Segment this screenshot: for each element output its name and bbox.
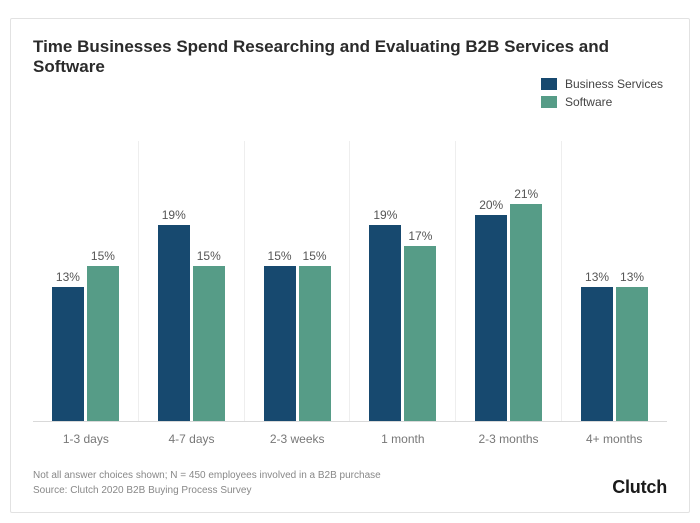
bar: 19%: [369, 208, 401, 421]
bar-rect: [87, 266, 119, 421]
footnote: Not all answer choices shown; N = 450 em…: [33, 468, 381, 498]
legend-item: Business Services: [541, 77, 663, 91]
legend-label: Software: [565, 95, 612, 109]
x-axis-label: 2-3 weeks: [244, 432, 350, 446]
bar-group: 15% 15%: [244, 141, 350, 421]
bar-value-label: 19%: [162, 208, 186, 222]
bar-rect: [581, 287, 613, 421]
bar-rect: [52, 287, 84, 421]
bar: 15%: [299, 249, 331, 421]
bars-row: 13% 15% 19% 15% 15% 15% 19% 17% 20% 21% 13% 13%: [33, 141, 667, 422]
bar-group: 13% 15%: [33, 141, 138, 421]
bar-value-label: 15%: [303, 249, 327, 263]
bar-value-label: 17%: [408, 229, 432, 243]
bar-rect: [616, 287, 648, 421]
bar-group: 20% 21%: [455, 141, 561, 421]
legend-label: Business Services: [565, 77, 663, 91]
legend-swatch: [541, 96, 557, 108]
bar-rect: [193, 266, 225, 421]
chart-area: 13% 15% 19% 15% 15% 15% 19% 17% 20% 21% 13% 13% 1-3…: [33, 141, 667, 446]
bar-group: 19% 15%: [138, 141, 244, 421]
chart-frame: Time Businesses Spend Researching and Ev…: [0, 0, 700, 523]
bar-value-label: 15%: [197, 249, 221, 263]
legend: Business Services Software: [541, 77, 663, 113]
bar-value-label: 21%: [514, 187, 538, 201]
legend-swatch: [541, 78, 557, 90]
legend-item: Software: [541, 95, 663, 109]
bar: 20%: [475, 198, 507, 421]
bar: 13%: [52, 270, 84, 421]
x-axis-labels: 1-3 days4-7 days2-3 weeks1 month2-3 mont…: [33, 432, 667, 446]
brand-logo: Clutch: [612, 477, 667, 498]
x-axis-label: 4-7 days: [139, 432, 245, 446]
chart-card: Time Businesses Spend Researching and Ev…: [10, 18, 690, 513]
bar: 15%: [87, 249, 119, 421]
bar-rect: [158, 225, 190, 421]
bar-group: 19% 17%: [349, 141, 455, 421]
bar-value-label: 19%: [373, 208, 397, 222]
footnote-line: Source: Clutch 2020 B2B Buying Process S…: [33, 483, 381, 498]
bar: 13%: [581, 270, 613, 421]
bar: 19%: [158, 208, 190, 421]
x-axis-label: 1 month: [350, 432, 456, 446]
bar: 13%: [616, 270, 648, 421]
x-axis-label: 4+ months: [561, 432, 667, 446]
bar-value-label: 13%: [56, 270, 80, 284]
bar-group: 13% 13%: [561, 141, 667, 421]
bar: 17%: [404, 229, 436, 421]
x-axis-label: 1-3 days: [33, 432, 139, 446]
bar-rect: [475, 215, 507, 421]
bar-rect: [510, 204, 542, 421]
bar-rect: [264, 266, 296, 421]
chart-title: Time Businesses Spend Researching and Ev…: [33, 37, 667, 77]
footnote-line: Not all answer choices shown; N = 450 em…: [33, 468, 381, 483]
chart-footer: Not all answer choices shown; N = 450 em…: [33, 468, 667, 498]
bar: 15%: [193, 249, 225, 421]
bar-rect: [404, 246, 436, 421]
bar-rect: [369, 225, 401, 421]
bar: 15%: [264, 249, 296, 421]
bar-value-label: 15%: [268, 249, 292, 263]
bar-value-label: 13%: [620, 270, 644, 284]
x-axis-label: 2-3 months: [456, 432, 562, 446]
bar-value-label: 20%: [479, 198, 503, 212]
bar: 21%: [510, 187, 542, 421]
bar-rect: [299, 266, 331, 421]
bar-value-label: 15%: [91, 249, 115, 263]
bar-value-label: 13%: [585, 270, 609, 284]
